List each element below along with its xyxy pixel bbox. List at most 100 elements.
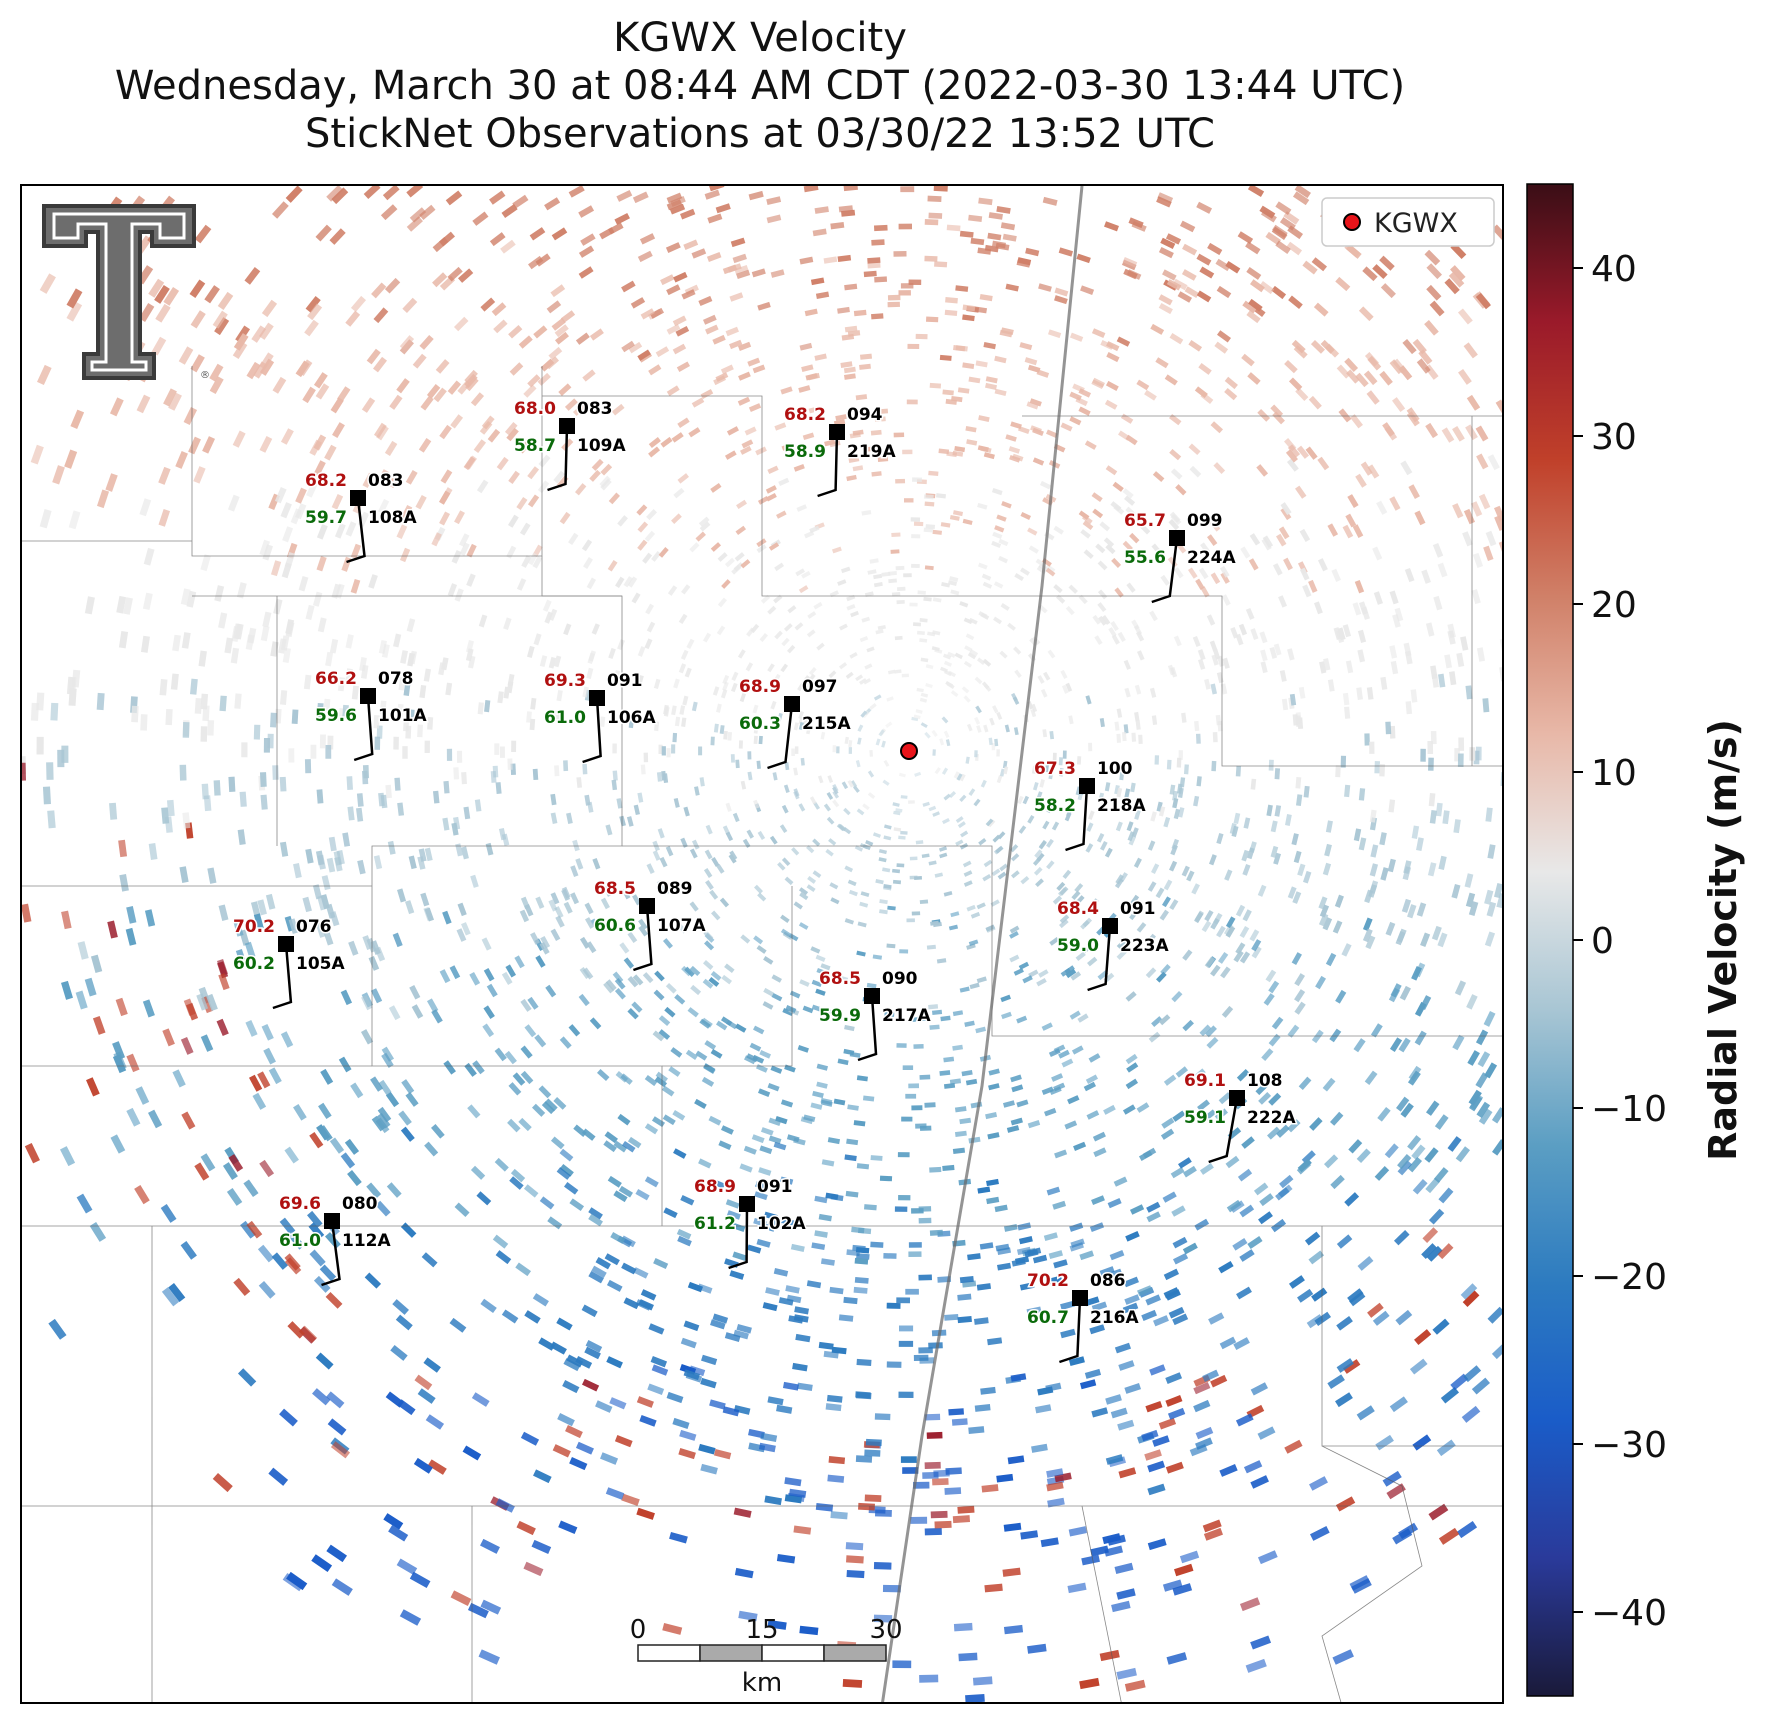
- title-line-3: StickNet Observations at 03/30/22 13:52 …: [305, 111, 1215, 157]
- station-marker: [350, 490, 366, 506]
- station-wind-direction: 100: [1097, 759, 1133, 779]
- station-marker: [559, 418, 575, 434]
- station-dewpoint: 58.2: [1034, 796, 1076, 816]
- station-dewpoint: 60.7: [1027, 1308, 1069, 1328]
- station-id: 216A: [1090, 1308, 1139, 1328]
- station-temperature: 68.0: [514, 399, 556, 419]
- wind-barb: [857, 995, 878, 1062]
- station-temperature: 68.2: [305, 471, 347, 491]
- station-id: 215A: [802, 714, 851, 734]
- station-temperature: 68.5: [594, 879, 636, 899]
- station-temperature: 69.3: [544, 671, 586, 691]
- station-temperature: 69.6: [279, 1194, 321, 1214]
- colorbar-tick-label: 40: [1591, 249, 1637, 290]
- station-dewpoint: 61.0: [279, 1231, 321, 1251]
- station-temperature: 68.9: [739, 677, 781, 697]
- radar-map: 68.0 083 58.7 109A 68.2 094 58.9 219A 68.2 083 59.…: [22, 186, 1502, 1702]
- station-218A[interactable]: 67.3 100 58.2 218A: [1033, 758, 1148, 852]
- station-222A[interactable]: 69.1 108 59.1 222A: [1183, 1070, 1298, 1164]
- title-line-1: KGWX Velocity: [613, 15, 907, 61]
- station-id: 219A: [847, 442, 896, 462]
- radar-site-marker[interactable]: [895, 739, 923, 763]
- wind-barb: [547, 425, 569, 492]
- colorbar-tick-label: 10: [1591, 753, 1637, 794]
- colorbar-tick-label: −30: [1591, 1425, 1667, 1466]
- sticknet-stations: 68.0 083 58.7 109A 68.2 094 58.9 219A 68.2 083 59.…: [232, 398, 1298, 1364]
- station-wind-direction: 094: [847, 405, 883, 425]
- station-marker: [1169, 530, 1185, 546]
- station-temperature: 68.4: [1057, 899, 1099, 919]
- station-102A[interactable]: 68.9 091 61.2 102A: [693, 1176, 808, 1270]
- station-dewpoint: 59.7: [305, 508, 347, 528]
- station-temperature: 68.2: [784, 405, 826, 425]
- legend-label: KGWX: [1374, 208, 1458, 239]
- title-line-2: Wednesday, March 30 at 08:44 AM CDT (202…: [114, 63, 1406, 109]
- station-217A[interactable]: 68.5 090 59.9 217A: [818, 968, 933, 1062]
- station-id: 102A: [757, 1214, 806, 1234]
- station-224A[interactable]: 65.7 099 55.6 224A: [1123, 510, 1238, 604]
- station-marker: [784, 696, 800, 712]
- station-id: 224A: [1187, 548, 1236, 568]
- scale-tick-0: 0: [630, 1615, 647, 1645]
- station-219A[interactable]: 68.2 094 58.9 219A: [783, 404, 898, 498]
- station-temperature: 69.1: [1184, 1071, 1226, 1091]
- station-wind-direction: 099: [1187, 511, 1223, 531]
- legend: KGWX: [1321, 197, 1495, 247]
- station-temperature: 67.3: [1034, 759, 1076, 779]
- station-marker: [278, 936, 294, 952]
- station-106A[interactable]: 69.3 091 61.0 106A: [543, 670, 658, 764]
- station-dewpoint: 55.6: [1124, 548, 1166, 568]
- station-223A[interactable]: 68.4 091 59.0 223A: [1056, 898, 1171, 992]
- station-105A[interactable]: 70.2 076 60.2 105A: [232, 916, 347, 1010]
- scale-unit: km: [742, 1668, 782, 1698]
- legend-box: [1321, 197, 1495, 247]
- station-dewpoint: 60.6: [594, 916, 636, 936]
- colorbar-ticks: 40 30 20 10 0 −10 −20 −30 −40: [1573, 249, 1667, 1634]
- colorbar-gradient: [1526, 183, 1574, 1697]
- station-marker: [639, 898, 655, 914]
- wind-barb: [817, 431, 839, 498]
- station-temperature: 70.2: [233, 917, 275, 937]
- colorbar-tick-label: −20: [1591, 1257, 1667, 1298]
- station-107A[interactable]: 68.5 089 60.6 107A: [593, 878, 708, 972]
- map-panel[interactable]: 68.0 083 58.7 109A 68.2 094 58.9 219A 68.2 083 59.…: [20, 184, 1504, 1704]
- station-temperature: 65.7: [1124, 511, 1166, 531]
- station-wind-direction: 086: [1090, 1271, 1126, 1291]
- station-id: 112A: [342, 1231, 391, 1251]
- station-marker: [1229, 1090, 1245, 1106]
- wind-barb: [582, 697, 602, 764]
- station-id: 222A: [1247, 1108, 1296, 1128]
- station-109A[interactable]: 68.0 083 58.7 109A: [513, 398, 628, 492]
- scale-bar: 0 15 30 km: [630, 1615, 903, 1698]
- station-temperature: 70.2: [1027, 1271, 1069, 1291]
- wind-barb: [272, 943, 293, 1010]
- station-dewpoint: 59.1: [1184, 1108, 1226, 1128]
- station-marker: [589, 690, 605, 706]
- station-id: 106A: [607, 708, 656, 728]
- station-id: 105A: [296, 954, 345, 974]
- colorbar-label: Radial Velocity (m/s): [1701, 719, 1745, 1161]
- station-id: 108A: [368, 508, 417, 528]
- station-wind-direction: 108: [1247, 1071, 1283, 1091]
- legend-marker: [1343, 213, 1361, 231]
- station-108A[interactable]: 68.2 083 59.7 108A: [304, 470, 419, 564]
- station-wind-direction: 076: [296, 917, 332, 937]
- station-dewpoint: 59.6: [315, 706, 357, 726]
- station-112A[interactable]: 69.6 080 61.0 112A: [278, 1193, 393, 1287]
- station-marker: [1072, 1290, 1088, 1306]
- station-wind-direction: 097: [802, 677, 838, 697]
- station-marker: [324, 1213, 340, 1229]
- station-wind-direction: 091: [607, 671, 643, 691]
- station-wind-direction: 091: [757, 1177, 793, 1197]
- station-wind-direction: 080: [342, 1194, 378, 1214]
- station-id: 109A: [577, 436, 626, 456]
- station-dewpoint: 61.2: [694, 1214, 736, 1234]
- station-temperature: 68.9: [694, 1177, 736, 1197]
- station-marker: [360, 688, 376, 704]
- station-215A[interactable]: 68.9 097 60.3 215A: [738, 676, 853, 770]
- station-dewpoint: 60.3: [739, 714, 781, 734]
- station-216A[interactable]: 70.2 086 60.7 216A: [1026, 1270, 1141, 1364]
- station-101A[interactable]: 66.2 078 59.6 101A: [314, 668, 429, 762]
- station-wind-direction: 091: [1120, 899, 1156, 919]
- station-dewpoint: 61.0: [544, 708, 586, 728]
